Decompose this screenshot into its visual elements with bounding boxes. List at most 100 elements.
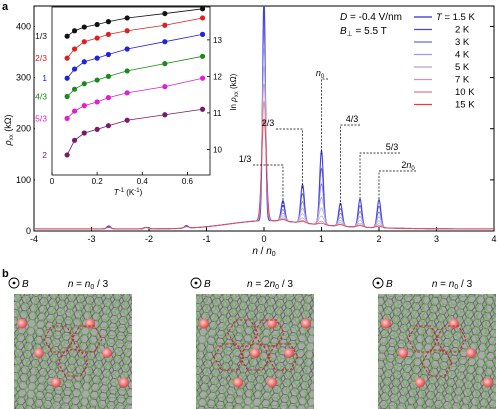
charge-site (199, 318, 209, 329)
annotation-label: 4/3 (346, 114, 359, 124)
legend-entry: 5 K (455, 62, 470, 73)
charge-site (398, 348, 408, 358)
main-y-tick-label: 300 (16, 73, 31, 83)
graphene-lattice (378, 294, 496, 409)
legend-entry: 2 K (455, 25, 470, 36)
main-x-tick-label: 2 (376, 234, 381, 244)
inset-series-label: 4/3 (35, 91, 47, 101)
inset-data-point (105, 94, 112, 101)
charge-site (381, 318, 391, 329)
main-x-tick-label: -4 (30, 234, 38, 244)
main-x-tick-label: -1 (202, 234, 210, 244)
condition-b-field: B⊥ = 5.5 T (340, 26, 387, 38)
inset-data-point (199, 15, 206, 21)
main-x-tick-label: -2 (145, 234, 153, 244)
annotation-leader (340, 124, 360, 206)
inset-data-point (64, 55, 70, 61)
inset-data-point (81, 39, 87, 45)
lattice-panel-title: n = n0 / 3 (432, 279, 473, 291)
inset-data-point (94, 99, 100, 105)
inset-data-point (94, 126, 100, 132)
inset-data-point (71, 66, 78, 72)
main-x-tick-label: 1 (319, 234, 324, 244)
inset-background (35, 7, 228, 197)
unit-cell-outline (253, 319, 285, 347)
inset-series-label: 2/3 (35, 53, 47, 63)
inset-data-point (81, 81, 87, 87)
field-dot (194, 281, 198, 285)
inset-data-point (124, 15, 130, 21)
field-dot (376, 281, 380, 285)
inset-data-point (71, 86, 78, 92)
legend-entry: T = 1.5 K (436, 12, 475, 23)
annotation-label: 1/3 (239, 154, 252, 164)
main-series-line (34, 118, 494, 230)
charge-site (449, 318, 459, 329)
inset-x-tick-label: 0.4 (137, 177, 149, 186)
annotation-leader (253, 164, 284, 208)
inset-data-point (64, 75, 70, 81)
charge-site (51, 377, 61, 388)
main-x-axis-label: n / n0 (252, 246, 275, 258)
main-x-tick-label: 0 (261, 234, 266, 244)
graphene-lattice (14, 294, 132, 409)
field-out-of-plane-icon (190, 277, 202, 289)
inset-y-tick-label: 10 (213, 145, 222, 154)
inset-data-point (81, 103, 87, 109)
inset-data-point (71, 46, 78, 52)
charge-site (284, 348, 294, 358)
inset-data-point (162, 39, 168, 45)
lattice-panel-title: n = 2n0 / 3 (247, 279, 293, 291)
annotation-leader (321, 78, 328, 155)
inset-data-point (94, 55, 100, 61)
main-x-tick-label: 3 (434, 234, 439, 244)
inset-data-point (199, 31, 206, 37)
inset-chart: 0 0.2 0.4 0.6 10 11 12 13 1/3 2/3 1 4/3 5/3 2 T-1 (K… (35, 6, 240, 197)
charge-site (301, 318, 311, 329)
charge-site (233, 377, 243, 388)
inset-data-point (162, 10, 168, 17)
unit-cell-outline (239, 343, 271, 371)
legend-entry: 10 K (455, 87, 475, 98)
field-label: B (204, 279, 211, 290)
main-y-tick-label: 200 (16, 124, 31, 134)
inset-data-point (105, 19, 112, 25)
inset-data-point (81, 130, 87, 136)
inset-data-point (124, 117, 130, 123)
inset-ticks: 0 0.2 0.4 0.6 10 11 12 13 (50, 36, 223, 186)
inset-data-point (94, 21, 100, 28)
inset-series-label: 1/3 (35, 31, 47, 41)
charge-site (102, 348, 112, 358)
inset-series (64, 6, 206, 158)
inset-y-axis-label: ln ρxx (kΩ) (229, 73, 240, 110)
inset-data-point (199, 6, 206, 12)
charge-site (85, 318, 95, 329)
inset-data-point (94, 35, 100, 41)
inset-x-tick-label: 0 (50, 177, 55, 186)
inset-data-point (162, 112, 168, 118)
unit-cell-outline (213, 343, 245, 371)
main-y-tick-label: 0 (26, 226, 31, 236)
inset-data-point (124, 90, 130, 96)
annotation-leader (276, 128, 303, 191)
unit-cell-outline (267, 343, 299, 371)
inset-y-tick-label: 12 (213, 72, 222, 81)
inset-data-point (105, 123, 112, 129)
main-x-tick-label: 4 (491, 234, 496, 244)
inset-data-point (124, 68, 130, 74)
unit-cell-outline (407, 325, 439, 353)
unit-cell-outline (435, 325, 467, 353)
charge-site (34, 348, 44, 358)
inset-data-point (81, 24, 87, 30)
inset-data-point (124, 28, 130, 34)
unit-cell-outline (57, 349, 89, 377)
charge-site (267, 318, 277, 329)
lattice-panel-title: n = n0 / 3 (68, 279, 109, 291)
unit-cell-outline (421, 349, 453, 377)
inset-plot-frame (51, 6, 211, 176)
